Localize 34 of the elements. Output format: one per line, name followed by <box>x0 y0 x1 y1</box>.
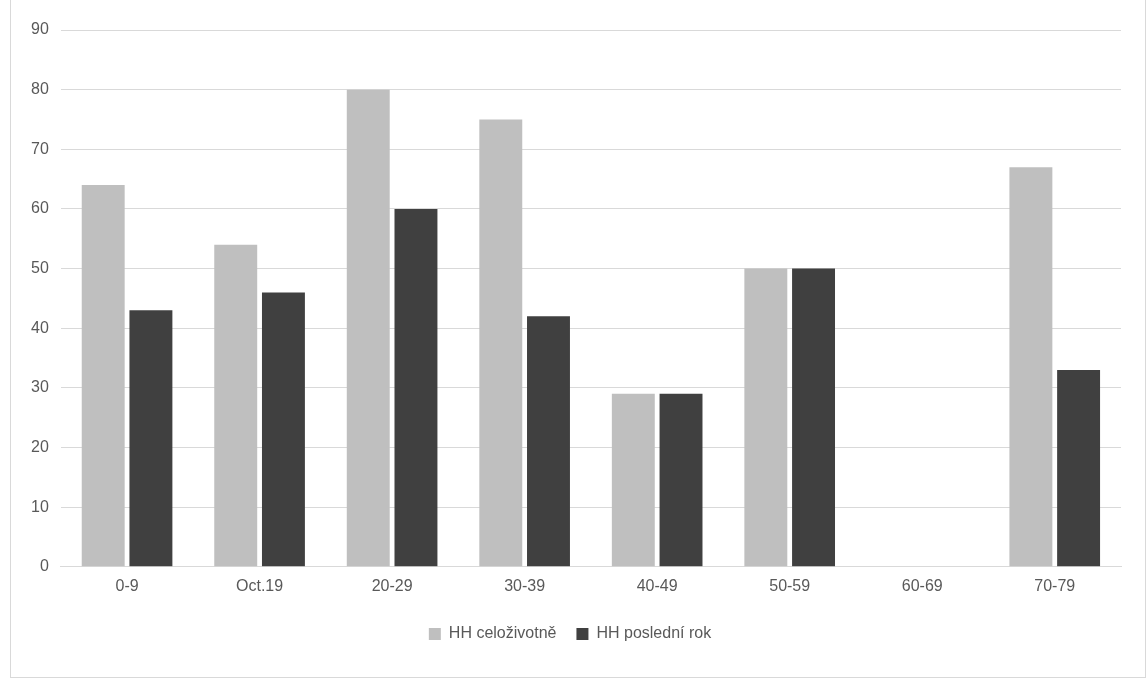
bar <box>611 393 655 567</box>
bar <box>659 393 703 567</box>
bar <box>792 268 836 567</box>
y-tick-label: 60 <box>31 199 49 217</box>
legend-label: HH poslední rok <box>596 624 713 642</box>
x-tick-label: 60-69 <box>901 576 943 594</box>
y-tick-label: 10 <box>31 497 49 515</box>
y-tick-label: 80 <box>31 80 49 98</box>
bar <box>394 208 438 567</box>
bar <box>744 268 788 567</box>
bar <box>129 310 173 567</box>
y-tick-label: 50 <box>31 258 49 276</box>
bar <box>261 292 305 567</box>
x-tick-label: 0-9 <box>115 576 139 594</box>
bar <box>1009 167 1053 567</box>
y-tick-label: 20 <box>31 437 49 455</box>
y-tick-label: 30 <box>31 378 49 396</box>
y-tick-label: 0 <box>39 557 49 575</box>
y-tick-label: 70 <box>31 139 49 157</box>
x-tick-label: 40-49 <box>636 576 678 594</box>
bar <box>1057 369 1101 567</box>
bar <box>214 244 258 567</box>
bar <box>527 316 570 567</box>
x-tick-label: 30-39 <box>504 576 546 594</box>
x-tick-label: 50-59 <box>769 576 811 594</box>
bar <box>479 119 523 567</box>
x-tick-label: 20-29 <box>371 576 413 594</box>
y-tick-label: 90 <box>31 20 49 38</box>
bar <box>346 89 390 567</box>
legend-label: HH celoživotně <box>448 624 557 642</box>
x-tick-label: Oct.19 <box>236 576 284 594</box>
y-tick-label: 40 <box>31 318 49 336</box>
x-tick-label: 70-79 <box>1034 576 1076 594</box>
bar <box>81 185 125 567</box>
